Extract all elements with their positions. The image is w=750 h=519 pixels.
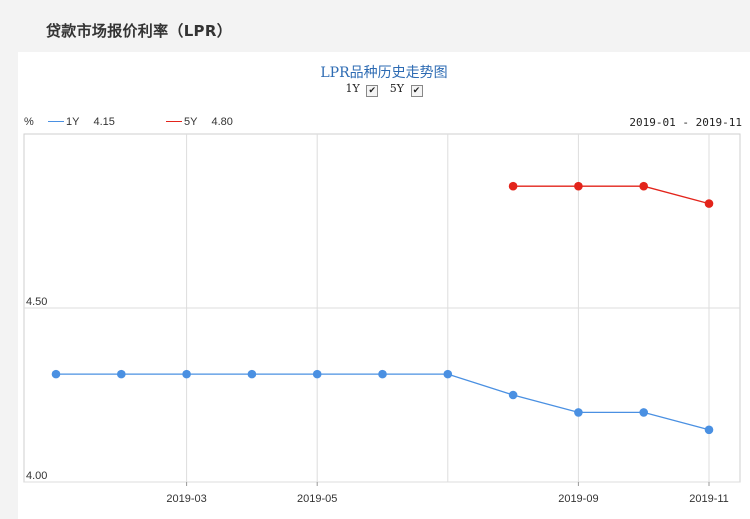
legend-1y-name: 1Y: [66, 116, 80, 128]
data-point-1y: [508, 390, 518, 400]
data-point-1y: [443, 369, 453, 379]
series-line-1y: [56, 373, 710, 431]
y-tick-label: 4.50: [26, 296, 47, 308]
legend-5y-value: 4.80: [211, 116, 233, 128]
legend-5y-swatch: [166, 121, 182, 122]
data-point-1y: [182, 369, 191, 379]
x-tick-label: 2019-09: [558, 493, 598, 505]
toggle-5y-label: 5Y: [389, 82, 405, 95]
y-tick-label: 4.00: [26, 470, 47, 482]
toggle-5y[interactable]: 5Y ✔: [390, 82, 423, 97]
x-tick-label: 2019-05: [297, 493, 337, 505]
legend-5y-name: 5Y: [184, 116, 198, 128]
data-point-1y: [639, 408, 648, 417]
data-point-1y: [117, 369, 126, 379]
legend-1y[interactable]: 1Y 4.15: [48, 116, 115, 128]
data-point-1y: [378, 369, 387, 379]
data-point-1y: [247, 369, 257, 379]
legend-1y-value: 4.15: [93, 116, 115, 128]
legend-1y-swatch: [48, 121, 64, 122]
line-chart: 4.50 4.00 2019-03 2019-05 2019-09 2019-11: [23, 133, 741, 505]
toggle-1y[interactable]: 1Y ✔: [345, 82, 379, 97]
data-point-1y: [704, 425, 714, 435]
data-point-1y: [51, 369, 61, 379]
legend-5y[interactable]: 5Y 4.80: [166, 116, 233, 128]
data-point-5y: [704, 199, 714, 208]
data-point-5y: [639, 181, 648, 191]
data-point-5y: [508, 181, 518, 191]
x-tick-label: 2019-03: [166, 493, 206, 505]
legend-row: % 1Y 4.15 5Y 4.80 2019-01 - 2019-11: [24, 116, 742, 130]
data-point-1y: [574, 408, 583, 417]
checkbox-5y[interactable]: ✔: [410, 85, 423, 97]
data-point-1y: [312, 369, 322, 379]
date-range: 2019-01 - 2019-11: [629, 116, 742, 129]
chart-panel: 4.50 4.00 2019-03 2019-05 2019-09 2019-11 LPR…: [18, 52, 750, 519]
series-toggles: 1Y ✔ 5Y ✔: [18, 82, 750, 97]
unit-label: %: [24, 116, 34, 128]
toggle-1y-label: 1Y: [345, 82, 360, 95]
chart-title: LPR品种历史走势图: [320, 65, 448, 81]
data-point-5y: [574, 181, 583, 191]
x-tick-label: 2019-11: [689, 493, 729, 505]
checkbox-1y[interactable]: ✔: [366, 85, 379, 97]
series-line-5y: [513, 185, 710, 205]
section-title: 贷款市场报价利率（LPR）: [46, 22, 233, 40]
